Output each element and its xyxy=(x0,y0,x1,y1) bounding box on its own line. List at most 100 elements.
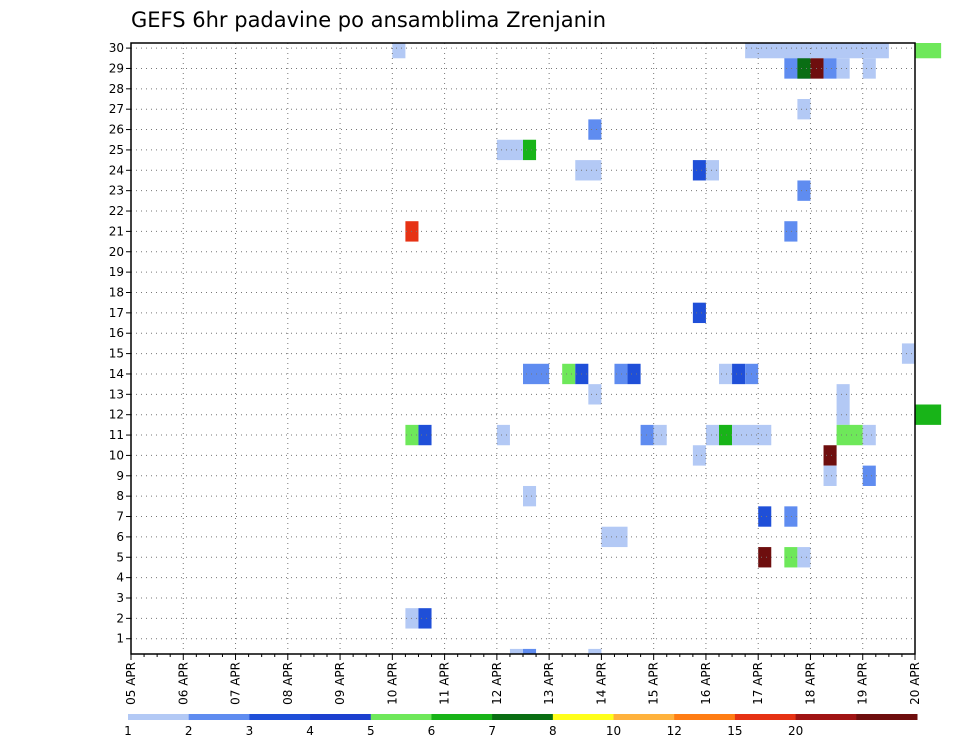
heatmap-cell xyxy=(784,43,889,59)
y-tick-label: 28 xyxy=(109,82,124,96)
y-tick-label: 25 xyxy=(109,143,124,157)
y-tick-label: 27 xyxy=(109,102,124,116)
heatmap-cell xyxy=(732,363,746,385)
heatmap-cell xyxy=(692,160,706,181)
legend-tick-label: 1 xyxy=(124,724,132,738)
heatmap-cell xyxy=(797,180,811,201)
y-tick-label: 16 xyxy=(109,326,124,340)
x-tick-label: 14 APR xyxy=(594,662,608,705)
y-tick-label: 1 xyxy=(116,632,124,646)
grid-lines xyxy=(131,43,915,654)
legend-swatch xyxy=(734,714,797,720)
color-legend: 1 2 3 4 5 6 7 8 10 12 15 20 xyxy=(124,714,918,738)
x-tick-label: 10 APR xyxy=(385,662,399,705)
heatmap-cell xyxy=(496,139,523,161)
heatmap-cell xyxy=(862,465,876,486)
x-tick-label: 19 APR xyxy=(856,662,870,705)
x-tick-label: 18 APR xyxy=(803,662,817,705)
legend-tick-label: 3 xyxy=(246,724,254,738)
y-tick-label: 30 xyxy=(109,41,124,55)
legend-swatch xyxy=(249,714,311,720)
x-tick-label: 15 APR xyxy=(647,662,661,705)
y-tick-label: 21 xyxy=(109,224,124,238)
heatmap-cell xyxy=(719,424,733,446)
heatmap-cell xyxy=(836,58,850,79)
x-tick-label: 12 APR xyxy=(490,662,504,705)
x-tick-label: 11 APR xyxy=(438,662,452,705)
y-tick-label: 6 xyxy=(116,530,124,544)
y-tick-label: 8 xyxy=(116,489,124,503)
x-tick-label: 17 APR xyxy=(751,662,765,705)
legend-swatch xyxy=(370,714,432,720)
heatmap-cell xyxy=(601,526,628,548)
heatmap-cell xyxy=(523,648,537,654)
legend-tick-label: 6 xyxy=(428,724,436,738)
heatmap-cell xyxy=(575,160,602,181)
heatmap-cell xyxy=(640,424,654,446)
heatmap-cell xyxy=(797,99,811,120)
heatmap-cell xyxy=(653,424,667,446)
heatmap-cell xyxy=(418,424,432,446)
y-tick-label: 13 xyxy=(109,387,124,401)
heatmap-cell xyxy=(915,404,942,425)
x-axis: 05 APR 06 APR 07 APR 08 APR 09 APR 10 APR 11 A… xyxy=(124,654,922,705)
legend-tick-label: 12 xyxy=(667,724,682,738)
heatmap-cell xyxy=(705,424,719,446)
y-tick-label: 22 xyxy=(109,204,124,218)
legend-swatch xyxy=(188,714,250,720)
legend-swatch xyxy=(310,714,372,720)
heatmap-cell xyxy=(692,302,706,324)
legend-swatch xyxy=(674,714,736,720)
heatmap-cell xyxy=(588,119,602,140)
heatmap-cell xyxy=(758,506,772,527)
y-tick-label: 26 xyxy=(109,123,124,137)
legend-swatch xyxy=(431,714,493,720)
y-tick-label: 9 xyxy=(116,469,124,483)
y-tick-label: 23 xyxy=(109,184,124,198)
y-tick-label: 3 xyxy=(116,591,124,605)
y-tick-label: 5 xyxy=(116,550,124,564)
heatmap-cell xyxy=(627,363,641,385)
y-tick-label: 10 xyxy=(109,448,124,462)
y-tick-label: 14 xyxy=(109,367,124,381)
heatmap-cell xyxy=(719,363,733,385)
y-tick-label: 29 xyxy=(109,61,124,75)
y-tick-label: 2 xyxy=(116,611,124,625)
y-tick-label: 19 xyxy=(109,265,124,279)
legend-tick-label: 20 xyxy=(788,724,803,738)
legend-swatch xyxy=(856,714,918,720)
heatmap-cell xyxy=(523,485,537,507)
heatmap-cell xyxy=(705,160,719,181)
heatmap-cell xyxy=(418,608,432,629)
x-tick-label: 05 APR xyxy=(124,662,138,705)
legend-swatch xyxy=(492,714,554,720)
legend-tick-label: 5 xyxy=(367,724,375,738)
heatmap-cell xyxy=(862,58,876,79)
x-tick-label: 07 APR xyxy=(229,662,243,705)
heatmap-cell xyxy=(496,424,510,446)
legend-swatch xyxy=(795,714,857,720)
heatmap-cell xyxy=(784,547,798,568)
heatmap-cell xyxy=(915,43,942,59)
x-tick-label: 06 APR xyxy=(176,662,190,705)
y-tick-label: 11 xyxy=(109,428,124,442)
x-tick-label: 20 APR xyxy=(908,662,922,705)
legend-tick-label: 15 xyxy=(727,724,742,738)
x-tick-label: 16 APR xyxy=(699,662,713,705)
y-tick-label: 7 xyxy=(116,510,124,524)
y-axis: 1234567891011121314151617181920212223242… xyxy=(109,41,131,646)
y-tick-label: 17 xyxy=(109,306,124,320)
heatmap-cell xyxy=(692,445,706,466)
heatmap-cell xyxy=(784,506,798,527)
y-tick-label: 24 xyxy=(109,163,124,177)
heatmap-cell xyxy=(562,363,576,385)
heatmap-cell xyxy=(797,58,811,79)
y-tick-label: 4 xyxy=(116,571,124,585)
legend-swatch xyxy=(128,714,190,720)
heatmap-cell xyxy=(588,648,602,654)
heatmap-cell xyxy=(836,384,850,405)
heatmap-cell xyxy=(862,424,876,446)
legend-tick-label: 2 xyxy=(185,724,193,738)
legend-swatch xyxy=(552,714,615,720)
